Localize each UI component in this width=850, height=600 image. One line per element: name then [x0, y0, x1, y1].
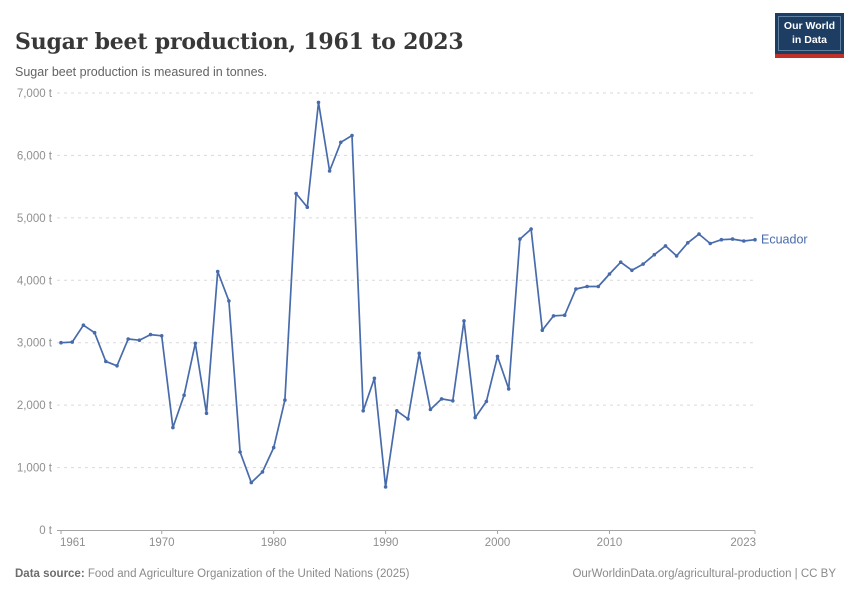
data-point-2022: [742, 239, 746, 243]
data-point-1973: [193, 341, 198, 346]
data-point-1996: [451, 399, 455, 403]
data-point-2011: [618, 260, 623, 265]
data-point-1982: [294, 191, 298, 196]
data-point-2003: [529, 227, 533, 231]
data-point-2005: [551, 314, 556, 318]
x-axis-label-2010: 2010: [597, 537, 623, 549]
data-point-1962: [70, 340, 74, 344]
y-axis-label-1000: 1,000 t: [17, 463, 53, 475]
data-source-note: Data source: Food and Agriculture Organi…: [15, 568, 409, 580]
data-point-2016: [674, 254, 679, 258]
y-axis-label-6000: 6,000 t: [17, 150, 53, 162]
data-point-2023: [753, 237, 757, 242]
data-point-1995: [439, 397, 444, 401]
x-axis-label-1970: 1970: [149, 537, 175, 549]
y-axis-label-2000: 2,000 t: [17, 400, 53, 412]
data-point-1979: [260, 470, 265, 474]
data-point-1967: [126, 337, 130, 341]
chart-subtitle: Sugar beet production is measured in ton…: [15, 64, 268, 79]
data-point-1975: [215, 269, 220, 274]
data-point-1980: [271, 445, 276, 450]
x-axis-label-1990: 1990: [373, 537, 399, 549]
data-point-2012: [630, 268, 634, 273]
data-point-2004: [540, 328, 545, 333]
data-point-1961: [59, 340, 63, 345]
x-axis-label-2023: 2023: [730, 537, 756, 549]
data-point-2013: [641, 262, 645, 266]
data-point-1968: [137, 338, 142, 343]
data-point-2019: [708, 241, 712, 246]
data-point-2020: [719, 237, 724, 242]
owid-logo-line1: Our World: [783, 20, 836, 32]
data-point-1964: [92, 330, 97, 335]
y-axis-label-7000: 7,000 t: [17, 88, 53, 100]
data-point-1966: [115, 364, 119, 368]
data-point-2000: [495, 354, 500, 359]
data-point-1999: [484, 399, 489, 404]
owid-logo-line2: in Data: [791, 33, 827, 46]
data-point-1993: [417, 351, 422, 356]
data-point-2010: [607, 272, 612, 276]
data-point-2017: [686, 241, 690, 245]
series-label-ecuador[interactable]: Ecuador: [761, 233, 808, 247]
data-point-2002: [518, 237, 522, 241]
y-axis-label-0: 0 t: [39, 525, 53, 537]
owid-logo[interactable]: Our World in Data: [775, 13, 844, 59]
footer-link[interactable]: OurWorldinData.org/agricultural-producti…: [572, 568, 836, 580]
chart-footer: Data source: Food and Agriculture Organi…: [15, 568, 836, 580]
data-point-1978: [249, 480, 254, 485]
data-point-2015: [663, 244, 668, 248]
page-title: Sugar beet production, 1961 to 2023: [15, 28, 464, 55]
data-point-1998: [473, 415, 478, 420]
data-point-1989: [372, 376, 377, 381]
x-axis-label-1980: 1980: [261, 537, 287, 549]
y-axis-label-3000: 3,000 t: [17, 338, 53, 350]
data-point-1986: [339, 140, 343, 145]
data-point-1988: [361, 409, 366, 413]
data-point-1994: [428, 407, 433, 412]
data-point-1974: [204, 411, 209, 416]
data-point-1970: [159, 334, 164, 338]
data-point-2009: [596, 284, 601, 289]
data-point-2018: [697, 232, 701, 236]
data-point-1992: [406, 417, 410, 421]
data-point-2007: [574, 287, 578, 291]
owid-logo-text: Our World in Data: [778, 16, 841, 52]
x-axis-label-1961: 1961: [60, 537, 86, 549]
y-axis-label-4000: 4,000 t: [17, 275, 53, 287]
data-point-2021: [730, 237, 735, 241]
data-point-1963: [81, 323, 86, 328]
data-point-1997: [462, 319, 466, 323]
y-axis-label-5000: 5,000 t: [17, 213, 53, 225]
ecuador-series-line[interactable]: [60, 101, 756, 488]
data-point-1990: [383, 485, 388, 489]
data-point-1977: [238, 450, 242, 454]
data-point-1976: [227, 299, 231, 303]
data-point-1983: [305, 205, 310, 209]
data-point-2006: [562, 313, 567, 318]
data-point-1991: [395, 409, 399, 413]
data-point-1984: [316, 100, 321, 105]
x-axis-label-2000: 2000: [485, 537, 511, 549]
data-point-1965: [104, 359, 108, 364]
data-point-1985: [327, 169, 332, 173]
data-point-2014: [652, 252, 657, 257]
data-point-1971: [171, 425, 175, 430]
data-point-1987: [350, 133, 354, 138]
data-point-2008: [585, 284, 589, 289]
data-point-1969: [148, 332, 153, 337]
data-source-text: Food and Agriculture Organization of the…: [84, 568, 410, 580]
data-point-1972: [182, 393, 186, 398]
data-point-1981: [283, 398, 287, 402]
data-source-label: Data source:: [15, 568, 85, 580]
data-point-2001: [506, 387, 511, 391]
